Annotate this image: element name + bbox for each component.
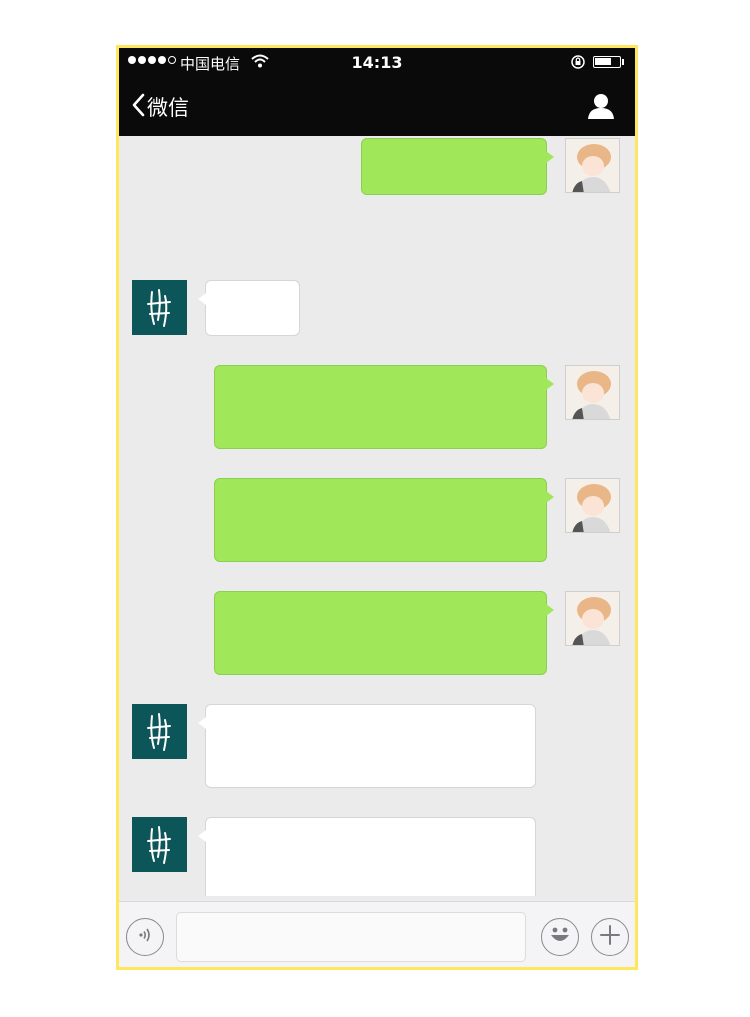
signal-strength-icon bbox=[128, 56, 176, 64]
sent-message-bubble[interactable] bbox=[214, 478, 554, 562]
person-icon bbox=[587, 94, 615, 123]
contact-avatar[interactable] bbox=[132, 280, 187, 335]
message-text bbox=[362, 139, 546, 159]
chevron-left-icon bbox=[131, 93, 145, 121]
user-avatar-image bbox=[566, 479, 619, 532]
message-text bbox=[215, 366, 546, 386]
battery-level bbox=[595, 58, 611, 65]
sent-message-bubble[interactable] bbox=[361, 138, 554, 195]
sent-message-bubble[interactable] bbox=[214, 365, 554, 449]
contact-avatar-image bbox=[132, 704, 187, 759]
message-text bbox=[206, 281, 299, 301]
back-button[interactable]: 微信 bbox=[131, 92, 189, 122]
emoji-button[interactable] bbox=[541, 918, 579, 956]
contact-avatar[interactable] bbox=[132, 817, 187, 872]
received-message-bubble[interactable] bbox=[198, 704, 536, 788]
chat-info-button[interactable] bbox=[587, 93, 615, 123]
voice-button[interactable] bbox=[126, 918, 164, 956]
more-options-button[interactable] bbox=[591, 918, 629, 956]
my-avatar[interactable] bbox=[565, 365, 620, 420]
contact-avatar[interactable] bbox=[132, 704, 187, 759]
carrier-name: 中国电信 bbox=[180, 55, 241, 73]
message-text bbox=[215, 479, 546, 499]
sent-message-bubble[interactable] bbox=[214, 591, 554, 675]
back-label: 微信 bbox=[147, 96, 189, 120]
status-time: 14:13 bbox=[351, 53, 403, 72]
my-avatar[interactable] bbox=[565, 138, 620, 193]
message-text bbox=[206, 818, 535, 838]
contact-avatar-image bbox=[132, 817, 187, 872]
wifi-icon bbox=[251, 54, 269, 72]
phone-frame: 中国电信 14:13 微信 bbox=[116, 45, 638, 970]
user-avatar-image bbox=[566, 139, 619, 192]
input-toolbar bbox=[119, 901, 635, 967]
user-avatar-image bbox=[566, 366, 619, 419]
my-avatar[interactable] bbox=[565, 478, 620, 533]
message-text bbox=[215, 592, 546, 612]
chat-history[interactable] bbox=[119, 136, 635, 896]
emoji-icon bbox=[545, 920, 575, 954]
status-bar: 中国电信 14:13 bbox=[119, 48, 635, 78]
plus-icon bbox=[598, 923, 622, 951]
rotation-lock-icon bbox=[570, 54, 586, 74]
received-message-bubble[interactable] bbox=[198, 817, 536, 896]
message-input[interactable] bbox=[176, 912, 526, 962]
navigation-bar: 微信 bbox=[119, 78, 635, 136]
battery-icon bbox=[593, 56, 621, 68]
voice-icon bbox=[134, 924, 156, 950]
contact-avatar-image bbox=[132, 280, 187, 335]
message-text bbox=[206, 705, 535, 725]
received-message-bubble[interactable] bbox=[198, 280, 300, 336]
user-avatar-image bbox=[566, 592, 619, 645]
my-avatar[interactable] bbox=[565, 591, 620, 646]
